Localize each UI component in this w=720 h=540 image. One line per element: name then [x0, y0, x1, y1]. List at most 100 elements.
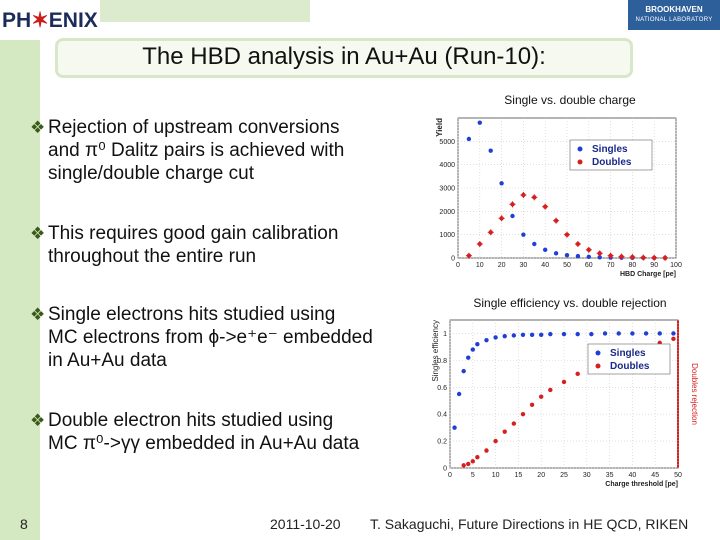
charge-yield-chart: 0 1000 2000 3000 4000 5000 0 10 20 30 40 50 60 70 80 90… — [435, 117, 682, 278]
chart1-caption: Single vs. double charge — [504, 93, 636, 107]
footer-date: 2011-10-20 — [270, 516, 341, 532]
doubles-point — [499, 216, 504, 221]
singles-point — [616, 331, 621, 336]
doubles-point — [475, 455, 480, 460]
doubles-point — [548, 387, 553, 393]
singles-point — [543, 247, 548, 253]
singles-point — [529, 332, 535, 337]
doubles-point — [597, 251, 602, 256]
x-tick-label: 10 — [492, 472, 500, 479]
singles-point — [456, 391, 462, 397]
y-tick-label: 0.8 — [437, 358, 447, 365]
brookhaven-logo: BROOKHAVEN NATIONAL LABORATORY — [628, 0, 720, 30]
y-axis-label: Singles efficiency — [431, 320, 440, 382]
y-tick-label: 0 — [443, 466, 447, 473]
page-number: 8 — [20, 516, 28, 532]
efficiency-rejection-chart: 00.20.40.60.810 5 10 15 20 25 30 35 40 45 50Charge… — [431, 319, 699, 488]
doubles-point — [520, 411, 526, 417]
x-tick-label: 0 — [456, 262, 460, 269]
singles-point — [586, 254, 591, 260]
singles-point — [602, 331, 608, 336]
phenix-logo: PH✶ENIX — [0, 0, 310, 40]
legend-singles-marker — [595, 350, 601, 356]
doubles-point — [488, 230, 493, 235]
y-tick-label: 1000 — [439, 232, 455, 239]
legend-doubles-label: Doubles — [610, 361, 650, 372]
singles-point — [452, 425, 457, 430]
x-tick-label: 20 — [537, 472, 545, 479]
doubles-point — [619, 254, 624, 259]
legend-doubles-marker — [577, 159, 583, 165]
y-tick-label: 0 — [451, 256, 455, 263]
y2-axis-label: Doubles rejection — [690, 363, 699, 425]
x-tick-label: 90 — [650, 262, 658, 269]
x-tick-label: 100 — [670, 262, 682, 269]
doubles-point — [461, 463, 466, 468]
chart2-caption: Single efficiency vs. double rejection — [473, 296, 667, 310]
legend-singles-label: Singles — [592, 144, 628, 155]
x-axis-label: HBD Charge [pe] — [620, 271, 676, 278]
doubles-point — [539, 394, 544, 399]
singles-point — [499, 181, 504, 186]
footer-credit: T. Sakaguchi, Future Directions in HE QC… — [370, 516, 689, 532]
diamond-bullet-icon: ❖ — [30, 411, 46, 430]
x-tick-label: 60 — [585, 262, 593, 269]
singles-point — [548, 331, 553, 337]
doubles-point — [521, 192, 526, 198]
singles-point — [597, 255, 602, 260]
bullet-4: ❖ Double electron hits studied using MC π… — [30, 410, 360, 454]
bullet-2: ❖ This requires good gain calibration thr… — [30, 223, 339, 267]
singles-point — [575, 331, 580, 337]
doubles-point — [561, 379, 567, 385]
doubles-point — [586, 247, 591, 253]
x-tick-label: 20 — [498, 262, 506, 269]
title-box — [55, 38, 633, 78]
x-tick-label: 30 — [520, 262, 528, 269]
singles-point — [561, 331, 567, 337]
legend-box — [569, 139, 653, 171]
doubles-point — [466, 253, 472, 258]
doubles-point — [543, 204, 548, 209]
x-tick-label: 70 — [607, 262, 615, 269]
singles-point — [657, 331, 662, 336]
x-tick-label: 50 — [563, 262, 571, 269]
singles-point — [521, 232, 526, 237]
y-tick-label: 2000 — [439, 209, 455, 216]
doubles-point — [470, 459, 475, 464]
x-tick-label: 10 — [476, 262, 484, 269]
doubles-point — [608, 253, 613, 258]
y-tick-label: 4000 — [439, 162, 455, 169]
x-tick-label: 15 — [515, 472, 523, 479]
x-axis-label: Charge threshold [pe] — [605, 481, 678, 488]
y-axis-label: Yield — [435, 118, 444, 137]
singles-point — [470, 347, 475, 352]
singles-point — [461, 368, 466, 374]
legend-singles-marker — [577, 146, 583, 152]
x-tick-label: 50 — [674, 472, 682, 479]
diamond-bullet-icon: ❖ — [30, 305, 46, 324]
singles-point — [493, 335, 498, 340]
doubles-point — [502, 429, 507, 434]
singles-point — [475, 342, 480, 347]
doubles-point — [652, 255, 657, 260]
doubles-point — [630, 254, 635, 260]
y-tick-label: 1 — [443, 331, 447, 338]
doubles-point — [564, 232, 570, 237]
doubles-point — [493, 438, 498, 444]
legend-box — [587, 343, 671, 375]
y-tick-label: 3000 — [439, 186, 455, 193]
singles-point — [484, 337, 489, 343]
doubles-point — [529, 402, 535, 407]
doubles-point — [575, 241, 581, 247]
doubles-point — [662, 255, 668, 261]
y-tick-label: 0.2 — [437, 439, 447, 446]
y-tick-label: 0.6 — [437, 385, 447, 392]
singles-point — [466, 355, 471, 360]
plot-frame — [449, 319, 679, 469]
doubles-point — [484, 448, 489, 453]
x-tick-label: 40 — [541, 262, 549, 269]
left-accent-bar — [0, 40, 40, 540]
legend-doubles-label: Doubles — [592, 157, 632, 168]
doubles-point — [466, 461, 471, 467]
singles-point — [502, 333, 507, 339]
